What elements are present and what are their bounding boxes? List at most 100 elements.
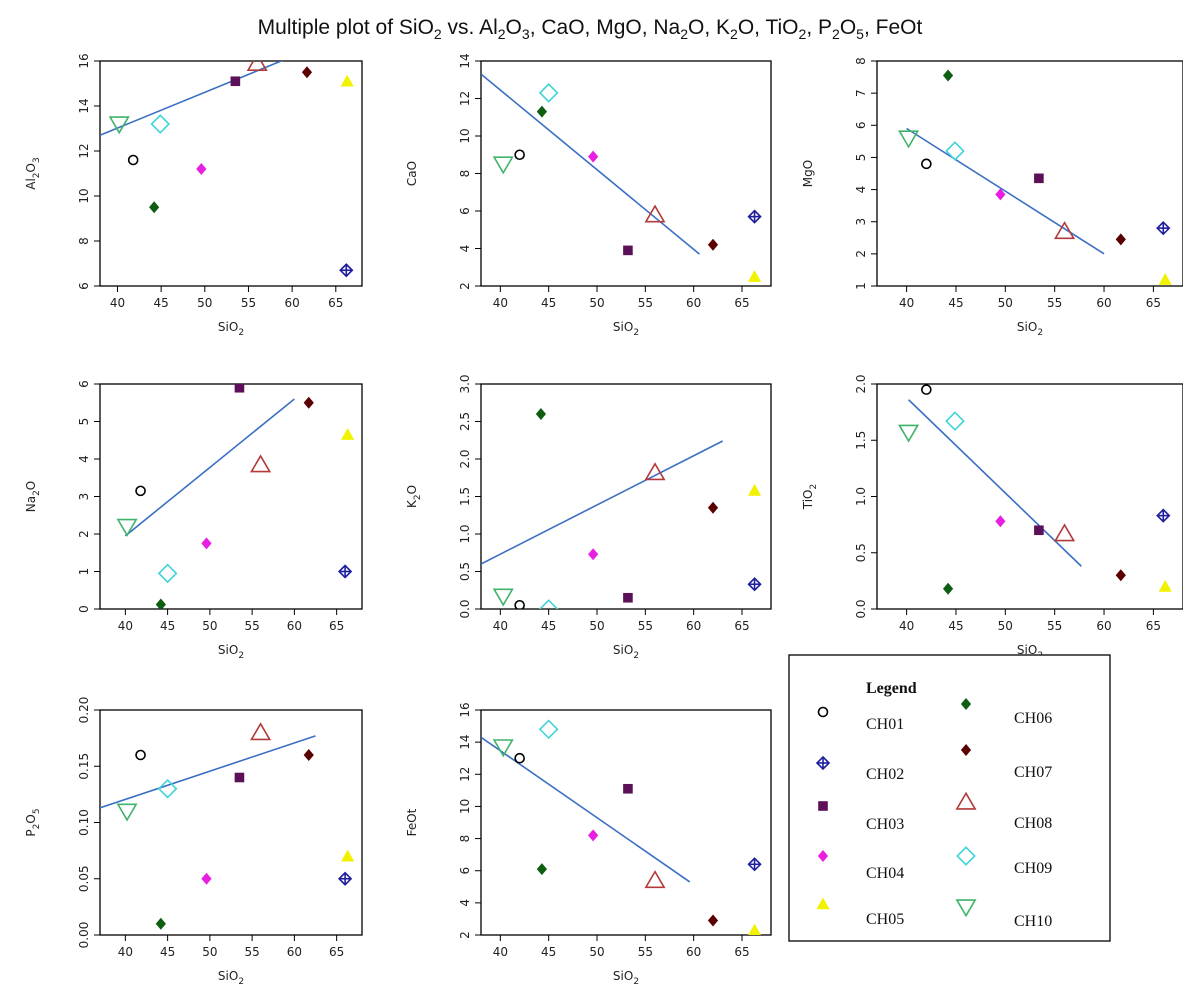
point-ch09 — [538, 719, 559, 740]
y-tick-label: 1 — [854, 282, 868, 290]
x-tick-label: 40 — [493, 296, 508, 310]
x-tick-label: 55 — [1047, 296, 1062, 310]
x-axis-label: SiO2 — [613, 320, 639, 338]
point-ch06 — [942, 582, 954, 595]
point-ch01 — [921, 384, 932, 395]
y-tick-label: 12 — [77, 143, 91, 158]
point-ch09 — [157, 778, 178, 799]
y-tick-label: 4 — [77, 455, 91, 463]
x-tick-label: 60 — [686, 945, 701, 959]
x-tick-label: 50 — [998, 619, 1013, 633]
x-tick-label: 65 — [328, 296, 343, 310]
legend-marker-ch03 — [818, 801, 828, 811]
point-ch10 — [898, 130, 920, 149]
trend-line — [906, 127, 1105, 255]
y-tick-label: 0.05 — [77, 865, 91, 892]
x-tick-label: 55 — [1047, 619, 1062, 633]
point-ch07 — [303, 749, 314, 761]
y-tick-label: 2 — [458, 282, 472, 290]
point-ch03 — [1034, 525, 1044, 536]
legend: Legend CH01 CH02 CH03 CH04 CH05 CH06 CH07 CH08 CH… — [788, 654, 1111, 942]
point-ch07 — [1115, 569, 1126, 582]
y-tick-label: 0.10 — [77, 809, 91, 836]
x-tick-label: 45 — [541, 296, 556, 310]
x-tick-label: 65 — [329, 945, 344, 959]
y-tick-label: 6 — [458, 867, 472, 875]
point-ch08 — [644, 462, 666, 481]
y-tick-label: 5 — [77, 418, 91, 426]
point-ch04 — [588, 548, 599, 561]
point-ch02 — [1156, 221, 1171, 236]
legend-title: Legend — [866, 680, 917, 697]
y-tick-label: 3 — [77, 493, 91, 501]
y-axis-label: CaO — [405, 161, 419, 186]
point-ch02 — [747, 577, 762, 592]
y-axis-label: Na2O — [24, 481, 42, 513]
x-tick-label: 55 — [244, 619, 259, 633]
point-ch05 — [341, 849, 355, 862]
x-tick-label: 50 — [202, 619, 217, 633]
x-tick-label: 55 — [638, 619, 653, 633]
point-ch03 — [623, 245, 633, 256]
point-ch03 — [234, 772, 245, 783]
point-ch01 — [514, 752, 525, 764]
legend-marker-ch01 — [817, 706, 829, 718]
y-tick-label: 10 — [458, 128, 472, 143]
x-tick-label: 55 — [638, 945, 653, 959]
x-tick-label: 45 — [541, 619, 556, 633]
data-points — [898, 384, 1172, 595]
point-ch09 — [157, 563, 178, 584]
y-tick-label: 6 — [77, 282, 91, 290]
trend-line — [481, 73, 700, 255]
legend-box — [788, 654, 1111, 942]
point-ch04 — [201, 872, 212, 885]
y-axis-label: P2O5 — [24, 808, 42, 836]
y-tick-label: 16 — [77, 53, 91, 68]
point-ch08 — [1054, 523, 1076, 542]
plot-frame — [876, 60, 1183, 287]
point-ch07 — [1115, 233, 1126, 246]
x-tick-label: 65 — [1146, 619, 1161, 633]
point-ch03 — [623, 592, 633, 603]
point-ch05 — [1158, 272, 1172, 285]
x-tick-label: 65 — [1146, 296, 1161, 310]
y-tick-label: 7 — [854, 89, 868, 97]
x-tick-label: 45 — [541, 945, 556, 959]
x-tick-label: 55 — [638, 296, 653, 310]
legend-marker-ch07 — [960, 744, 972, 756]
point-ch06 — [149, 201, 160, 214]
y-tick-label: 8 — [77, 237, 91, 245]
point-ch04 — [995, 515, 1006, 528]
point-ch06 — [942, 69, 954, 82]
y-axis-label: MgO — [801, 160, 815, 187]
trend-line — [124, 398, 295, 537]
x-axis-label: SiO2 — [613, 643, 639, 661]
point-ch02 — [337, 871, 353, 886]
x-axis-label: SiO2 — [218, 643, 244, 661]
y-tick-label: 0.5 — [854, 543, 868, 562]
x-tick-label: 50 — [197, 296, 212, 310]
y-tick-label: 6 — [854, 121, 868, 129]
plot-frame — [480, 383, 772, 610]
y-tick-label: 4 — [854, 186, 868, 194]
legend-label-ch07: CH07 — [1014, 764, 1052, 781]
point-ch01 — [135, 749, 146, 761]
x-tick-label: 60 — [287, 619, 302, 633]
y-tick-label: 8 — [458, 170, 472, 178]
legend-marker-ch06 — [960, 698, 972, 710]
figure-title: Multiple plot of SiO2 vs. Al2O3, CaO, Mg… — [258, 16, 923, 42]
y-tick-label: 14 — [77, 98, 91, 113]
y-tick-label: 2 — [854, 250, 868, 258]
y-tick-label: 1 — [77, 568, 91, 576]
y-tick-label: 4 — [458, 899, 472, 907]
point-ch10 — [108, 116, 130, 135]
point-ch06 — [155, 598, 166, 609]
x-tick-label: 50 — [998, 296, 1013, 310]
panel-p2o5: 40 45 50 55 60 65 0.00 0.05 0.10 0.15 0.20 SiO2 P2O5 — [24, 697, 363, 987]
y-tick-label: 0.5 — [458, 562, 472, 581]
y-tick-label: 8 — [854, 57, 868, 65]
y-tick-label: 14 — [458, 53, 472, 68]
x-tick-label: 50 — [589, 945, 604, 959]
